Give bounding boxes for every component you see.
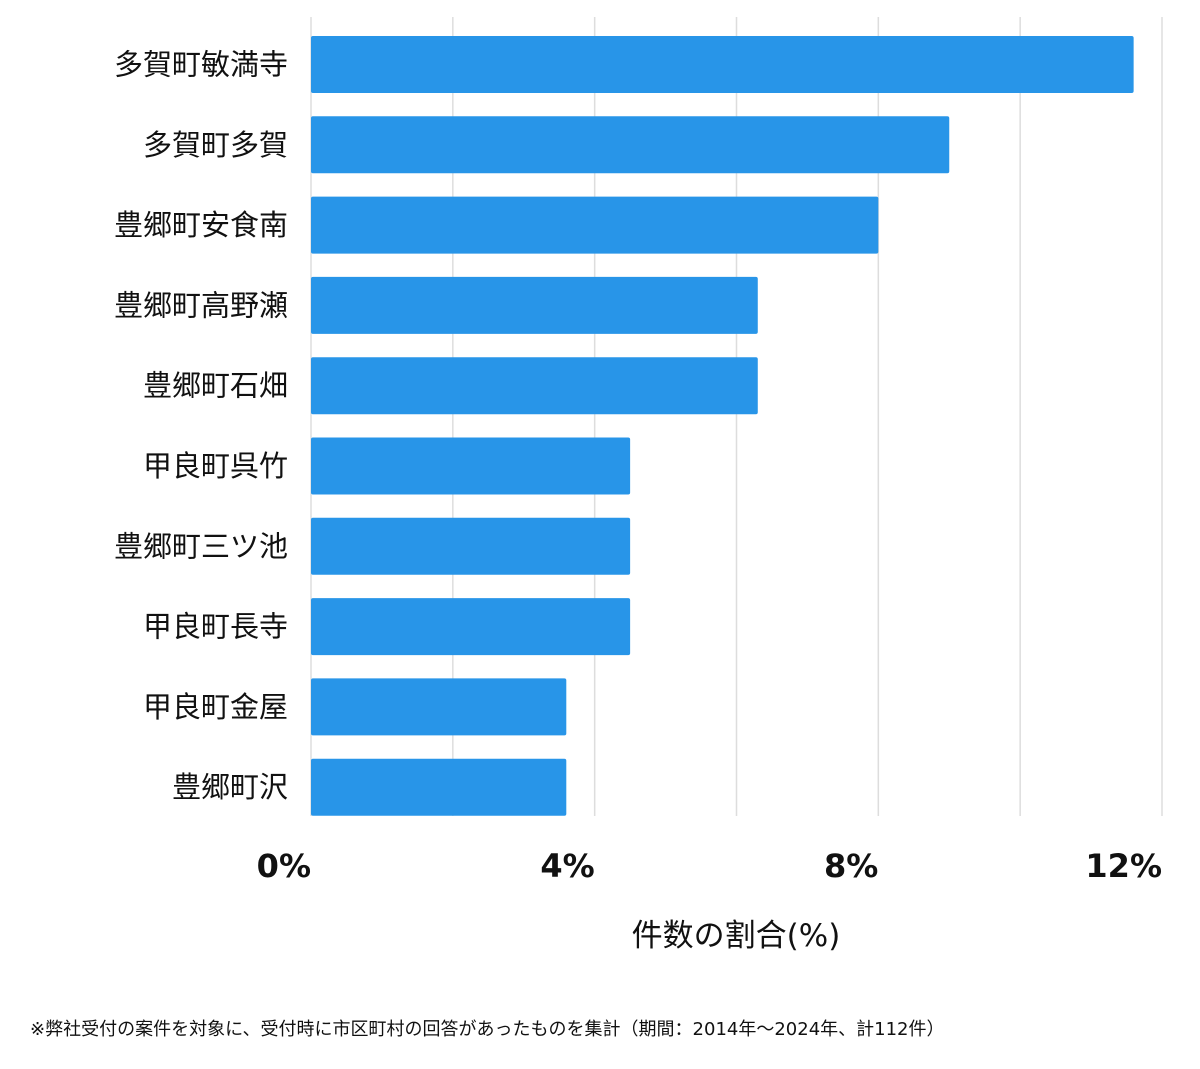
x-tick-labels: 0% 4% 8% 12% <box>257 847 1162 885</box>
bars <box>311 36 1134 816</box>
category-label-5: 甲良町呉竹 <box>143 449 288 483</box>
bar-3 <box>311 276 758 334</box>
x-axis-title: 件数の割合(%) <box>632 918 841 954</box>
bar-0 <box>311 36 1134 93</box>
x-tick-label-1: 4% <box>540 847 594 885</box>
bar-5 <box>311 437 631 495</box>
x-tick-label-3: 12% <box>1085 847 1162 885</box>
x-tick-label-0: 0% <box>257 847 311 885</box>
category-label-4: 豊郷町石畑 <box>143 369 288 403</box>
category-label-6: 豊郷町三ツ池 <box>114 529 288 563</box>
category-label-7: 甲良町長寺 <box>143 610 288 644</box>
bar-4 <box>311 357 758 415</box>
category-label-0: 多賀町敏満寺 <box>114 48 288 82</box>
bar-1 <box>311 116 950 174</box>
category-label-9: 豊郷町沢 <box>172 770 288 804</box>
x-tick-label-2: 8% <box>824 847 878 885</box>
category-label-8: 甲良町金屋 <box>143 690 288 724</box>
footnote: ※弊社受付の案件を対象に、受付時に市区町村の回答があったものを集計（期間：201… <box>30 1019 945 1040</box>
category-labels: 多賀町敏満寺多賀町多賀豊郷町安食南豊郷町高野瀬豊郷町石畑甲良町呉竹豊郷町三ツ池甲… <box>114 48 288 805</box>
category-label-3: 豊郷町高野瀬 <box>114 288 288 322</box>
bar-9 <box>311 758 567 816</box>
category-label-1: 多賀町多賀 <box>143 128 288 162</box>
category-label-2: 豊郷町安食南 <box>114 208 288 242</box>
bar-2 <box>311 196 879 254</box>
bar-6 <box>311 517 631 575</box>
bar-7 <box>311 598 631 656</box>
bar-8 <box>311 678 567 736</box>
